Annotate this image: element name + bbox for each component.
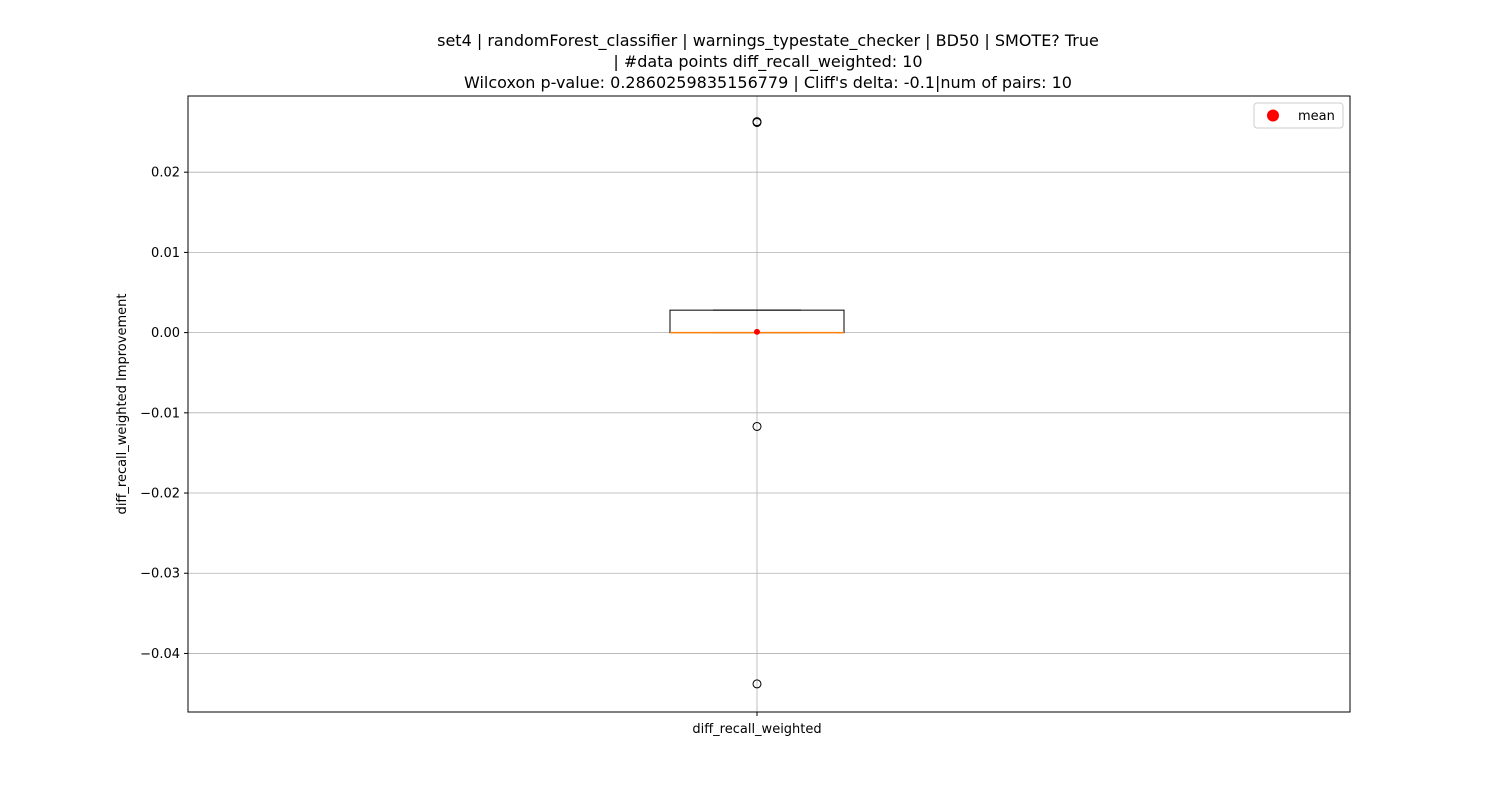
legend: mean — [1253, 102, 1344, 129]
outlier-point — [752, 421, 762, 431]
legend-frame — [1253, 102, 1344, 129]
outlier-point — [752, 117, 762, 127]
chart-title: set4 | randomForest_classifier | warning… — [437, 31, 1099, 92]
y-tick-label: 0.01 — [151, 246, 180, 261]
y-tick-label: −0.03 — [140, 567, 180, 582]
plot-frame — [187, 95, 1351, 713]
mean-marker — [754, 328, 760, 335]
y-axis-label: diff_recall_weighted Improvement — [115, 294, 130, 515]
x-axis: diff_recall_weighted — [692, 712, 822, 737]
box-plot — [669, 117, 845, 689]
title-line-2: | #data points diff_recall_weighted: 10 — [613, 52, 922, 72]
x-tick-label: diff_recall_weighted — [692, 722, 821, 737]
title-line-3: Wilcoxon p-value: 0.2860259835156779 | C… — [464, 73, 1072, 92]
grid-lines — [188, 96, 1350, 712]
y-tick-label: −0.01 — [140, 406, 180, 421]
title-line-1: set4 | randomForest_classifier | warning… — [437, 31, 1099, 51]
y-tick-label: 0.00 — [151, 326, 180, 341]
y-tick-label: −0.04 — [140, 647, 180, 662]
legend-mean-marker — [1267, 109, 1279, 122]
y-tick-label: 0.02 — [151, 166, 180, 181]
outlier-point — [752, 679, 762, 689]
y-axis: −0.04 −0.03 −0.02 −0.01 0.00 0.01 0.02 — [140, 166, 188, 662]
y-tick-label: −0.02 — [140, 487, 180, 502]
legend-mean-label: mean — [1298, 109, 1335, 124]
